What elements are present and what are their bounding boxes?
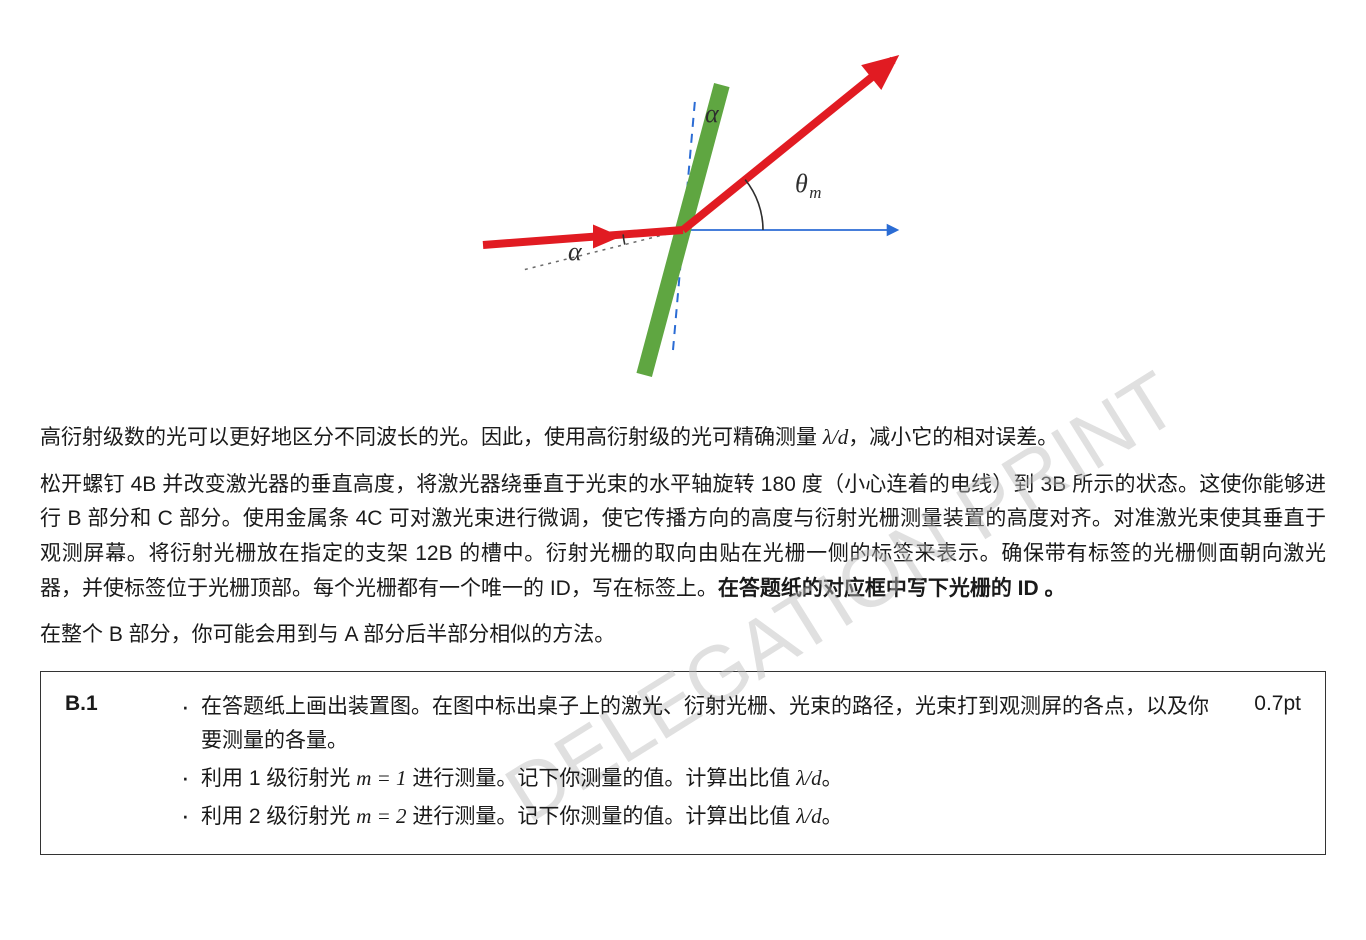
diffraction-figure: α α θm [423, 20, 943, 380]
paragraph-2: 松开螺钉 4B 并改变激光器的垂直高度，将激光器绕垂直于光束的水平轴旋转 180… [40, 468, 1326, 607]
bullet-math: λ/d [796, 766, 821, 790]
alpha-top-label: α [705, 99, 720, 128]
alpha-left-label: α [568, 237, 583, 266]
theta-arc [745, 180, 763, 230]
task-bullet-3: 利用 2 级衍射光 m = 2 进行测量。记下你测量的值。计算出比值 λ/d。 [175, 799, 1221, 835]
task-content: 在答题纸上画出装置图。在图中标出桌子上的激光、衍射光栅、光束的路径，光束打到观测… [175, 690, 1221, 837]
theta-label-sub: m [809, 183, 821, 202]
para2-bold: 在答题纸的对应框中写下光栅的 ID 。 [718, 577, 1066, 600]
bullet-math: m = 1 [356, 766, 406, 790]
bullet-math: m = 2 [356, 804, 406, 828]
lambda-over-d-1: λ/d [823, 425, 848, 449]
task-bullet-2: 利用 1 级衍射光 m = 1 进行测量。记下你测量的值。计算出比值 λ/d。 [175, 761, 1221, 797]
bullet-math: λ/d [796, 804, 821, 828]
task-points: 0.7pt [1221, 690, 1301, 716]
theta-label: θ [795, 169, 808, 198]
bullet-text: 利用 1 级衍射光 [201, 767, 356, 790]
para1-text-a: 高衍射级数的光可以更好地区分不同波长的光。因此，使用高衍射级的光可精确测量 [40, 426, 823, 449]
bullet-text: 利用 2 级衍射光 [201, 805, 356, 828]
page: DELEGATION PRINT ααθm 高衍射级数的光可以更好地区分不同波长… [0, 0, 1366, 940]
incident-arrowhead [593, 225, 621, 249]
para2-text: 松开螺钉 4B 并改变激光器的垂直高度，将激光器绕垂直于光束的水平轴旋转 180… [40, 473, 1326, 600]
figure-wrap: α α θm [40, 20, 1326, 380]
para3-text: 在整个 B 部分，你可能会用到与 A 部分后半部分相似的方法。 [40, 623, 615, 646]
paragraph-3: 在整个 B 部分，你可能会用到与 A 部分后半部分相似的方法。 [40, 618, 1326, 653]
paragraph-1: 高衍射级数的光可以更好地区分不同波长的光。因此，使用高衍射级的光可精确测量 λ/… [40, 420, 1326, 456]
bullet-text: 进行测量。记下你测量的值。计算出比值 [407, 805, 797, 828]
task-bullets: 在答题纸上画出装置图。在图中标出桌子上的激光、衍射光栅、光束的路径，光束打到观测… [175, 690, 1221, 835]
task-bullet-1: 在答题纸上画出装置图。在图中标出桌子上的激光、衍射光栅、光束的路径，光束打到观测… [175, 690, 1221, 759]
para1-text-b: ，减小它的相对误差。 [848, 426, 1058, 449]
incident-ray [483, 230, 683, 245]
task-box: B.1 在答题纸上画出装置图。在图中标出桌子上的激光、衍射光栅、光束的路径，光束… [40, 671, 1326, 856]
bullet-text: 在答题纸上画出装置图。在图中标出桌子上的激光、衍射光栅、光束的路径，光束打到观测… [201, 695, 1209, 753]
bullet-text: 进行测量。记下你测量的值。计算出比值 [407, 767, 797, 790]
bullet-text: 。 [822, 767, 843, 790]
task-label: B.1 [65, 690, 175, 716]
bullet-text: 。 [822, 805, 843, 828]
